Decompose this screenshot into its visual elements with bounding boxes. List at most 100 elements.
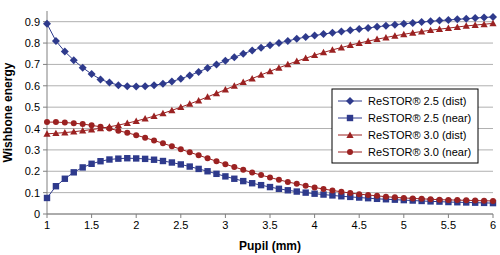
data-point: [221, 57, 229, 65]
data-point: [187, 163, 193, 169]
data-point: [71, 120, 77, 126]
data-point: [231, 176, 237, 182]
data-point: [43, 130, 50, 136]
data-point: [212, 60, 220, 68]
data-point: [302, 33, 310, 41]
data-point: [410, 195, 416, 201]
x-tick: [359, 214, 360, 218]
data-point: [257, 71, 264, 77]
x-tick-label: 4: [312, 219, 318, 231]
data-point: [115, 128, 121, 134]
data-point: [427, 27, 434, 33]
data-point: [169, 143, 175, 149]
data-point: [160, 140, 166, 146]
data-point: [186, 72, 194, 80]
x-tick-label: 1.5: [84, 219, 99, 231]
x-tick-label: 5.5: [441, 219, 456, 231]
data-point: [240, 178, 246, 184]
data-point: [195, 166, 201, 172]
data-point: [123, 82, 131, 90]
data-point: [267, 174, 273, 180]
data-point: [62, 176, 68, 182]
data-point: [204, 93, 211, 99]
x-tick-label: 2: [133, 219, 139, 231]
data-point: [89, 122, 95, 128]
data-point: [267, 184, 273, 190]
y-tick: [43, 107, 47, 108]
y-tick: [43, 85, 47, 86]
x-tick: [403, 214, 404, 218]
data-point: [338, 44, 345, 50]
data-point: [347, 190, 353, 196]
data-point: [52, 130, 59, 136]
data-point: [222, 161, 228, 167]
data-point: [187, 149, 193, 155]
x-tick: [270, 214, 271, 218]
data-point: [151, 137, 157, 143]
data-point: [160, 158, 166, 164]
data-point: [480, 13, 488, 21]
x-tick-label: 6: [490, 219, 496, 231]
y-tick-label: 0.4: [25, 123, 40, 135]
x-tick: [47, 214, 48, 218]
y-tick: [43, 149, 47, 150]
legend-label: ReSTOR® 3.0 (dist): [368, 129, 466, 141]
data-point: [97, 75, 105, 83]
legend-label: ReSTOR® 2.5 (dist): [368, 95, 466, 107]
data-point: [168, 107, 175, 113]
data-point: [346, 26, 354, 34]
data-point: [337, 28, 345, 36]
legend-marker: [346, 97, 354, 105]
data-point: [168, 78, 176, 86]
data-point: [169, 159, 175, 165]
grid-line: [47, 192, 493, 193]
data-point: [70, 128, 77, 134]
data-point: [204, 168, 210, 174]
legend-box: [332, 89, 478, 163]
data-point: [151, 157, 157, 163]
data-point: [356, 191, 362, 197]
x-tick-label: 1: [44, 219, 50, 231]
data-point: [150, 113, 157, 119]
data-point: [320, 49, 327, 55]
data-point: [453, 15, 461, 23]
data-point: [383, 194, 389, 200]
data-point: [141, 82, 149, 90]
y-tick-label: 0.1: [25, 187, 40, 199]
data-point: [472, 198, 478, 204]
data-point: [480, 21, 487, 27]
data-point: [311, 191, 317, 197]
data-point: [62, 120, 68, 126]
data-point: [356, 39, 363, 45]
data-point: [124, 120, 131, 126]
y-tick-label: 0.9: [25, 16, 40, 28]
data-point: [114, 81, 122, 89]
data-point: [88, 161, 94, 167]
grid-line: [47, 85, 493, 86]
data-point: [186, 100, 193, 106]
data-point: [302, 55, 309, 61]
data-point: [230, 53, 238, 61]
y-tick: [43, 171, 47, 172]
data-point: [178, 161, 184, 167]
data-point: [142, 156, 148, 162]
data-point: [44, 195, 50, 201]
data-point: [133, 117, 140, 123]
data-point: [79, 164, 85, 170]
x-tick: [493, 214, 494, 218]
data-point: [329, 46, 336, 52]
legend-label: ReSTOR® 3.0 (near): [368, 146, 471, 158]
data-point: [409, 29, 416, 35]
data-point: [391, 21, 399, 29]
data-point: [105, 79, 113, 87]
data-point: [311, 32, 319, 40]
data-point: [106, 126, 112, 132]
data-point: [285, 187, 291, 193]
data-point: [382, 22, 390, 30]
plot-area: [43, 13, 497, 206]
data-point: [364, 24, 372, 32]
data-point: [436, 197, 442, 203]
data-point: [249, 75, 256, 81]
data-point: [249, 170, 255, 176]
data-point: [240, 167, 246, 173]
